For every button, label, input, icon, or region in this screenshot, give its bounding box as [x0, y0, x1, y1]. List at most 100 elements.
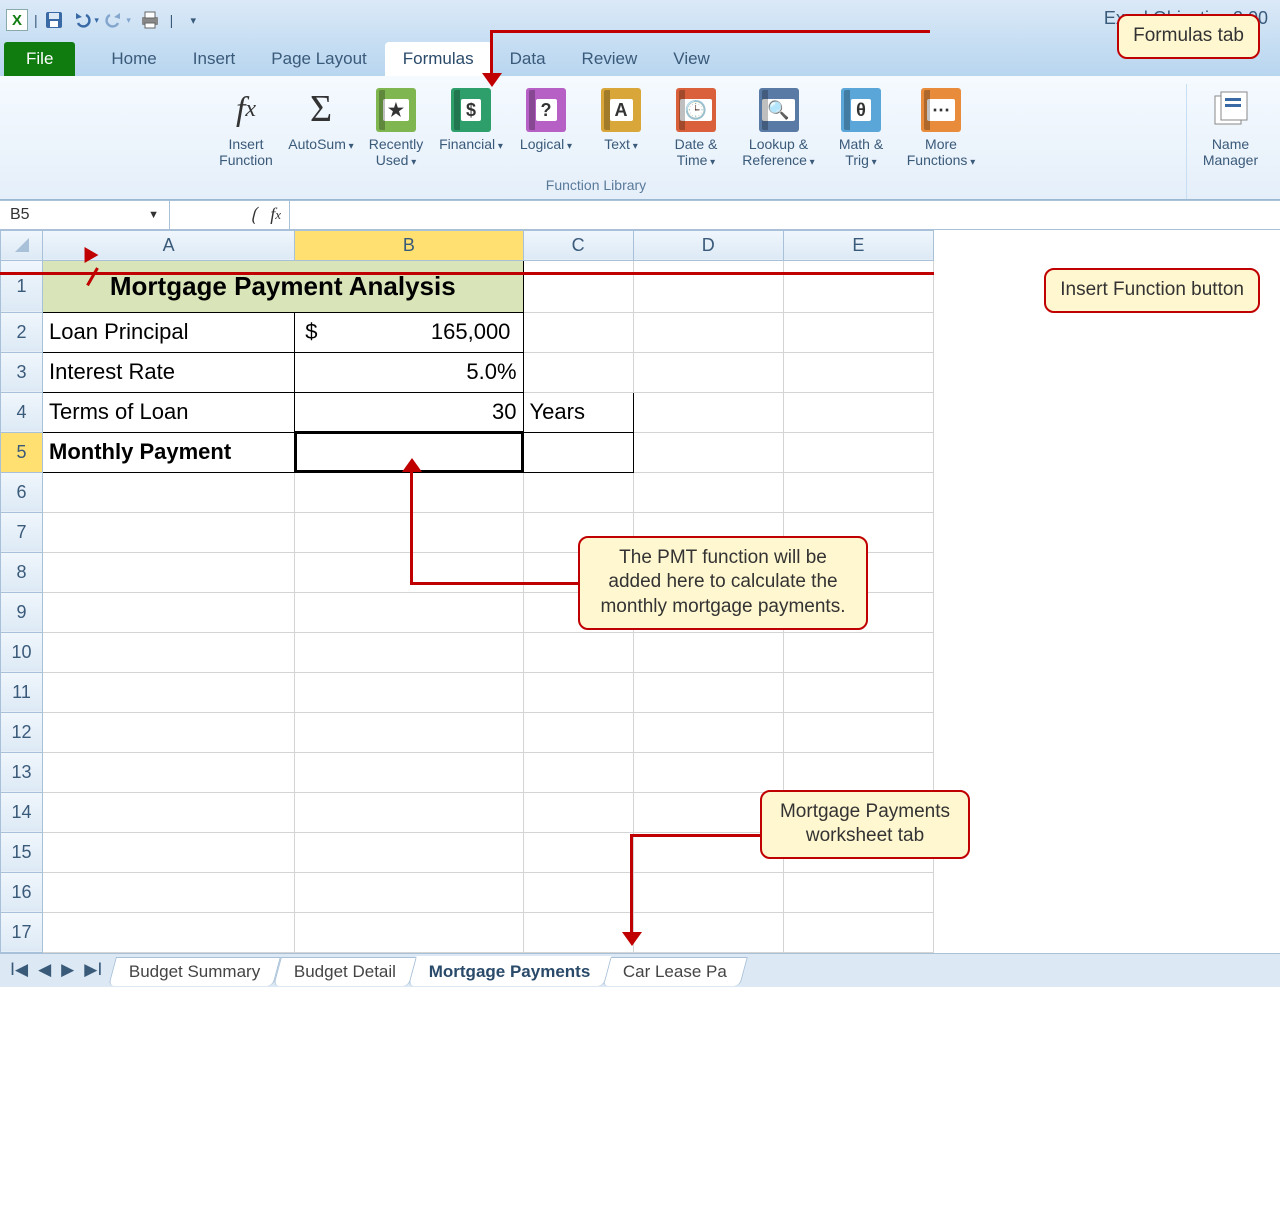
sheet-tab-active[interactable]: Mortgage Payments — [408, 956, 612, 986]
row-header[interactable]: 10 — [1, 632, 43, 672]
col-header-C[interactable]: C — [523, 230, 633, 260]
cell[interactable] — [633, 312, 783, 352]
qat-customize[interactable]: ▾ — [179, 6, 207, 34]
save-button[interactable] — [40, 6, 68, 34]
cell[interactable] — [295, 712, 523, 752]
cell[interactable] — [295, 472, 523, 512]
cell[interactable] — [783, 712, 933, 752]
cell-A4[interactable]: Terms of Loan — [43, 392, 295, 432]
tab-review[interactable]: Review — [564, 42, 656, 76]
cell[interactable] — [295, 792, 523, 832]
cell[interactable] — [523, 792, 633, 832]
insert-function-button[interactable]: fx Insert Function — [209, 84, 284, 173]
cell[interactable] — [43, 472, 295, 512]
formula-input[interactable] — [290, 201, 1280, 229]
cell-A2[interactable]: Loan Principal — [43, 312, 295, 352]
quickprint-button[interactable] — [136, 6, 164, 34]
cell[interactable] — [633, 752, 783, 792]
row-header[interactable]: 4 — [1, 392, 43, 432]
col-header-B[interactable]: B — [295, 230, 523, 260]
cell[interactable] — [783, 312, 933, 352]
cell[interactable] — [43, 592, 295, 632]
row-header[interactable]: 17 — [1, 912, 43, 952]
math-trig-button[interactable]: θ Math & Trig — [824, 84, 899, 173]
cell-B2[interactable]: $$ 165,000 165,000 — [295, 312, 523, 352]
row-header[interactable]: 3 — [1, 352, 43, 392]
col-header-D[interactable]: D — [633, 230, 783, 260]
cell-A5[interactable]: Monthly Payment — [43, 432, 295, 472]
tab-data[interactable]: Data — [492, 42, 564, 76]
cell-A1[interactable]: Mortgage Payment Analysis — [43, 260, 524, 312]
cell[interactable] — [295, 512, 523, 552]
logical-button[interactable]: ? Logical — [509, 84, 584, 173]
cell[interactable] — [43, 632, 295, 672]
cell-B4[interactable]: 30 — [295, 392, 523, 432]
row-header[interactable]: 14 — [1, 792, 43, 832]
cell[interactable] — [295, 552, 523, 592]
tab-insert[interactable]: Insert — [175, 42, 254, 76]
cell[interactable] — [783, 752, 933, 792]
cell[interactable] — [633, 392, 783, 432]
sheet-tab[interactable]: Budget Summary — [108, 957, 281, 986]
cell[interactable] — [633, 712, 783, 752]
cell[interactable] — [783, 472, 933, 512]
cell[interactable] — [295, 832, 523, 872]
cell[interactable] — [43, 552, 295, 592]
row-header[interactable]: 12 — [1, 712, 43, 752]
cell[interactable] — [783, 352, 933, 392]
cell[interactable] — [295, 592, 523, 632]
cell[interactable] — [783, 632, 933, 672]
sheet-nav-first[interactable]: Ⅰ◀ — [8, 960, 30, 980]
cell[interactable] — [783, 432, 933, 472]
row-header[interactable]: 11 — [1, 672, 43, 712]
financial-button[interactable]: $ Financial — [434, 84, 509, 173]
row-header[interactable]: 1 — [1, 260, 43, 312]
cell[interactable] — [783, 912, 933, 952]
sheet-tab[interactable]: Budget Detail — [273, 957, 417, 986]
cell[interactable] — [523, 312, 633, 352]
cell-C1[interactable] — [523, 260, 633, 312]
row-header[interactable]: 8 — [1, 552, 43, 592]
cell[interactable] — [633, 872, 783, 912]
select-all-corner[interactable] — [1, 230, 43, 260]
cell[interactable] — [523, 632, 633, 672]
autosum-button[interactable]: Σ AutoSum — [284, 84, 359, 173]
tab-formulas[interactable]: Formulas — [385, 42, 492, 76]
tab-view[interactable]: View — [655, 42, 728, 76]
row-header[interactable]: 2 — [1, 312, 43, 352]
row-header[interactable]: 9 — [1, 592, 43, 632]
cell[interactable] — [43, 792, 295, 832]
name-manager-button[interactable]: Name Manager — [1193, 84, 1268, 172]
undo-button[interactable]: ▾ — [72, 6, 100, 34]
cell[interactable] — [43, 832, 295, 872]
row-header[interactable]: 15 — [1, 832, 43, 872]
cell[interactable] — [633, 632, 783, 672]
redo-button[interactable]: ▾ — [104, 6, 132, 34]
cell[interactable] — [523, 672, 633, 712]
cell[interactable] — [633, 260, 783, 312]
cell[interactable] — [523, 832, 633, 872]
cell[interactable] — [783, 260, 933, 312]
cell[interactable] — [43, 872, 295, 912]
cell[interactable] — [295, 912, 523, 952]
sheet-nav-last[interactable]: ▶Ⅰ — [82, 960, 104, 980]
name-box[interactable]: B5 ▼ — [0, 201, 170, 229]
lookup-reference-button[interactable]: 🔍 Lookup & Reference — [734, 84, 824, 173]
cell[interactable] — [633, 472, 783, 512]
recently-used-button[interactable]: ★ Recently Used — [359, 84, 434, 173]
cell[interactable] — [295, 872, 523, 912]
cell[interactable] — [523, 752, 633, 792]
cell[interactable] — [43, 512, 295, 552]
row-header[interactable]: 7 — [1, 512, 43, 552]
sheet-nav-next[interactable]: ▶ — [59, 960, 76, 980]
file-tab[interactable]: File — [4, 42, 75, 76]
cell[interactable] — [783, 392, 933, 432]
cell[interactable] — [43, 912, 295, 952]
cell[interactable] — [523, 352, 633, 392]
cell-C4[interactable]: Years — [523, 392, 633, 432]
cell[interactable] — [295, 672, 523, 712]
col-header-E[interactable]: E — [783, 230, 933, 260]
tab-home[interactable]: Home — [93, 42, 174, 76]
cell-B3[interactable]: 5.0% — [295, 352, 523, 392]
cell[interactable] — [633, 352, 783, 392]
